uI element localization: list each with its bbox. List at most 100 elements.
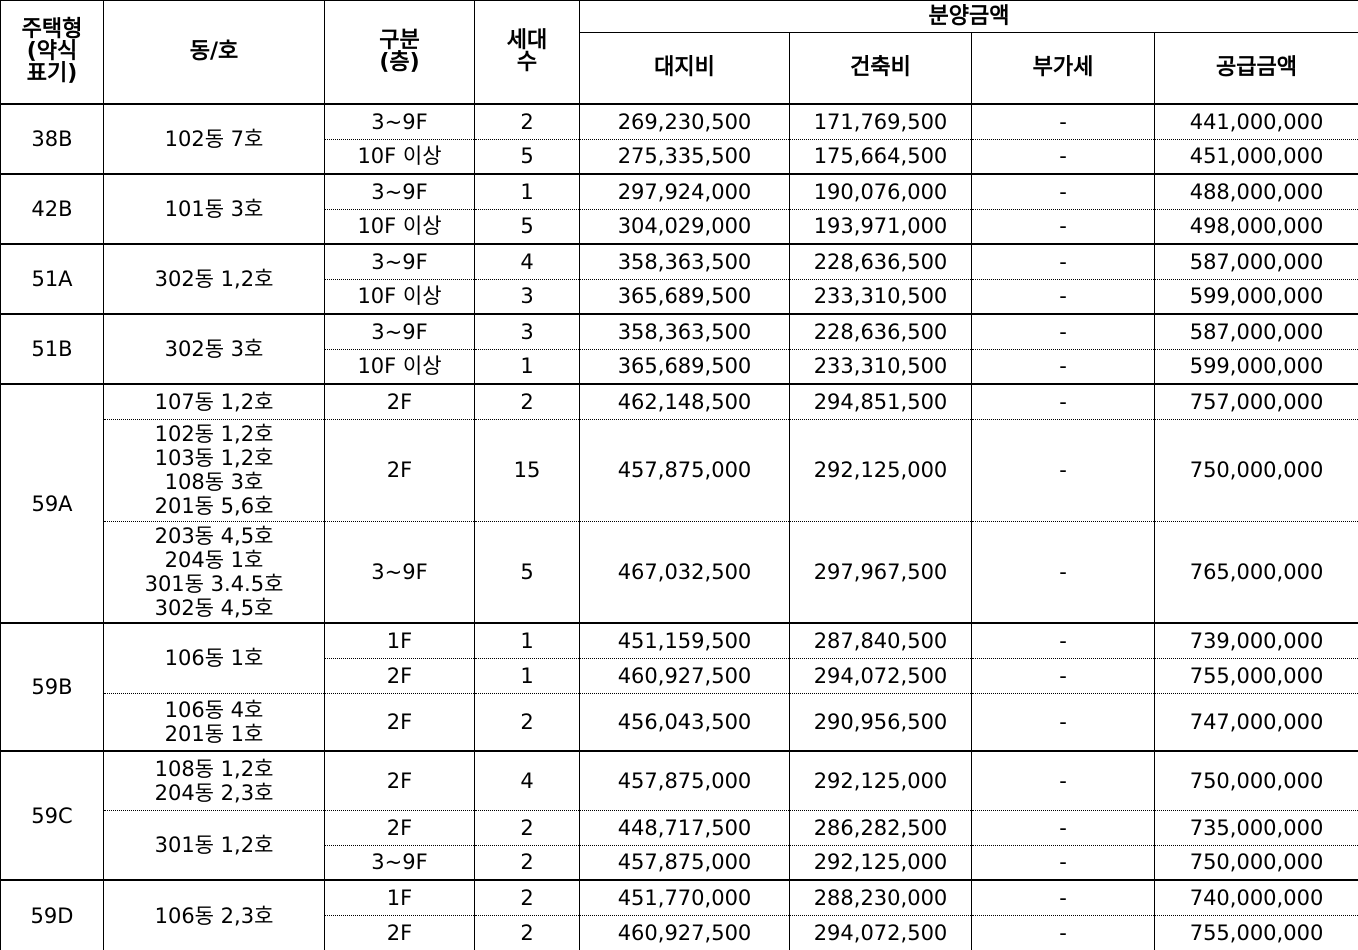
header-households: 세대 수	[474, 0, 580, 105]
dong-ho-cell: 101동 3호	[103, 173, 325, 244]
total-price-cell: 755,000,000	[1153, 657, 1358, 693]
dong-ho-line: 106동 4호	[164, 697, 264, 722]
dong-ho-cell: 203동 4,5호 204동 1호 301동 3.4.5호 302동 4,5호	[103, 520, 325, 623]
vat-cell: -	[971, 809, 1155, 845]
table-row: 59C 108동 1,2호 204동 2,3호 2F 4 457,875,000 292,1…	[0, 750, 1358, 880]
floor-cell: 10F 이상	[324, 348, 475, 384]
households-cell: 2	[474, 844, 580, 880]
households-cell: 3	[474, 313, 580, 349]
dong-ho-line: 106동 2,3호	[154, 903, 274, 928]
vat-cell: -	[971, 208, 1155, 244]
total-price-cell: 739,000,000	[1153, 622, 1358, 658]
building-price-cell: 171,769,500	[789, 103, 972, 139]
building-price-cell: 294,072,500	[789, 657, 972, 693]
vat-cell: -	[971, 278, 1155, 314]
dong-ho-line: 201동 5,6호	[154, 494, 274, 518]
vat-cell: -	[971, 750, 1155, 810]
dong-ho-cell: 102동 7호	[103, 103, 325, 174]
vat-cell: -	[971, 844, 1155, 880]
land-price-cell: 358,363,500	[579, 243, 790, 279]
land-price-cell: 297,924,000	[579, 173, 790, 209]
total-price-cell: 747,000,000	[1153, 692, 1358, 751]
dong-ho-cell: 106동 2,3호	[103, 879, 325, 950]
building-price-cell: 228,636,500	[789, 313, 972, 349]
table-row: 102동 1,2호 103동 1,2호 108동 3호 201동 5,6호 2F 15 45…	[1, 418, 1358, 521]
vat-cell: -	[971, 879, 1155, 915]
land-price-cell: 304,029,000	[579, 208, 790, 244]
vat-cell: -	[971, 138, 1155, 174]
floor-cell: 3~9F	[324, 243, 475, 279]
dong-ho-cell: 301동 1,2호	[103, 809, 325, 880]
land-price-cell: 365,689,500	[579, 278, 790, 314]
dong-ho-cell: 106동 1호	[103, 622, 325, 693]
households-cell: 1	[474, 173, 580, 209]
dong-ho-line: 102동 7호	[164, 127, 264, 151]
table-row: 10F 이상 5 304,029,000 193,971,000-498,000,00…	[1, 208, 1358, 244]
floor-cell: 2F	[324, 809, 475, 845]
dong-ho-cell: 102동 1,2호 103동 1,2호 108동 3호 201동 5,6호	[103, 418, 325, 521]
vat-cell: -	[971, 657, 1155, 693]
land-price-cell: 358,363,500	[579, 313, 790, 349]
building-price-cell: 233,310,500	[789, 278, 972, 314]
dong-ho-line: 101동 3호	[164, 197, 264, 221]
dong-ho-line: 108동 1,2호	[154, 756, 274, 781]
type-cell: 38B	[0, 103, 104, 174]
table-row: 59A 107동 1,2호 2F 2 462,148,500 294,851,500-75…	[0, 383, 1358, 623]
dong-ho-cell: 107동 1,2호	[103, 383, 325, 419]
land-price-cell: 456,043,500	[579, 692, 790, 751]
type-cell: 42B	[0, 173, 104, 244]
building-price-cell: 292,125,000	[789, 750, 972, 810]
floor-cell: 2F	[324, 418, 475, 521]
land-price-cell: 275,335,500	[579, 138, 790, 174]
table-row: 301동 1,2호 2F 2 448,717,500 286,282,500-735,0…	[1, 809, 1358, 880]
dong-ho-cell: 106동 4호 201동 1호	[103, 692, 325, 751]
land-price-cell: 365,689,500	[579, 348, 790, 384]
vat-cell: -	[971, 914, 1155, 950]
table-row: 42B 101동 3호 3~9F 1 297,924,000 190,076,000-48…	[0, 173, 1358, 244]
dong-ho-line: 302동 4,5호	[154, 595, 274, 620]
table-row: 51B 302동 3호 3~9F 3 358,363,500 228,636,500-58…	[0, 313, 1358, 384]
vat-cell: -	[971, 243, 1155, 279]
total-price-cell: 750,000,000	[1153, 418, 1358, 521]
header-floor: 구분 (층)	[324, 0, 475, 105]
table-row: 10F 이상 1 365,689,500 233,310,500-599,000,00…	[1, 348, 1358, 384]
total-price-cell: 750,000,000	[1153, 844, 1358, 880]
building-price-cell: 286,282,500	[789, 809, 972, 845]
dong-ho-line: 107동 1,2호	[154, 389, 274, 414]
table-row: 59B 106동 1호 1F 1 451,159,500 287,840,500-739,…	[0, 622, 1358, 751]
building-price-cell: 294,851,500	[789, 383, 972, 419]
land-price-cell: 448,717,500	[579, 809, 790, 845]
floor-cell: 3~9F	[324, 173, 475, 209]
total-price-cell: 488,000,000	[1153, 173, 1358, 209]
table-row: 3~9F 2 457,875,000 292,125,000-750,000,000	[1, 844, 1358, 880]
households-cell: 1	[474, 657, 580, 693]
table-body: 38B 102동 7호 3~9F 2 269,230,500 171,769,500-44…	[0, 103, 1358, 950]
total-price-cell: 765,000,000	[1153, 520, 1358, 623]
land-price-cell: 460,927,500	[579, 914, 790, 950]
dong-ho-line: 301동 3.4.5호	[144, 571, 284, 596]
header-vat: 부가세	[971, 32, 1155, 105]
table-row: 203동 4,5호 204동 1호 301동 3.4.5호 302동 4,5호 3~9F…	[1, 520, 1358, 623]
vat-cell: -	[971, 418, 1155, 521]
total-price-cell: 757,000,000	[1153, 383, 1358, 419]
table-row: 2F 1 460,927,500 294,072,500-755,000,000	[1, 657, 1358, 693]
type-cell: 59C	[0, 750, 104, 880]
households-cell: 2	[474, 692, 580, 751]
building-price-cell: 190,076,000	[789, 173, 972, 209]
land-price-cell: 457,875,000	[579, 844, 790, 880]
dong-ho-line: 204동 1호	[164, 547, 264, 572]
floor-cell: 2F	[324, 750, 475, 810]
table-row: 10F 이상 5 275,335,500 175,664,500-451,000,00…	[1, 138, 1358, 174]
building-price-cell: 287,840,500	[789, 622, 972, 658]
vat-cell: -	[971, 692, 1155, 751]
households-cell: 4	[474, 750, 580, 810]
land-price-cell: 451,159,500	[579, 622, 790, 658]
floor-cell: 10F 이상	[324, 278, 475, 314]
building-price-cell: 297,967,500	[789, 520, 972, 623]
households-cell: 3	[474, 278, 580, 314]
dong-ho-line: 108동 3호	[164, 470, 264, 494]
land-price-cell: 462,148,500	[579, 383, 790, 419]
dong-ho-line: 103동 1,2호	[154, 446, 274, 470]
dong-ho-line: 204동 2,3호	[154, 780, 274, 805]
